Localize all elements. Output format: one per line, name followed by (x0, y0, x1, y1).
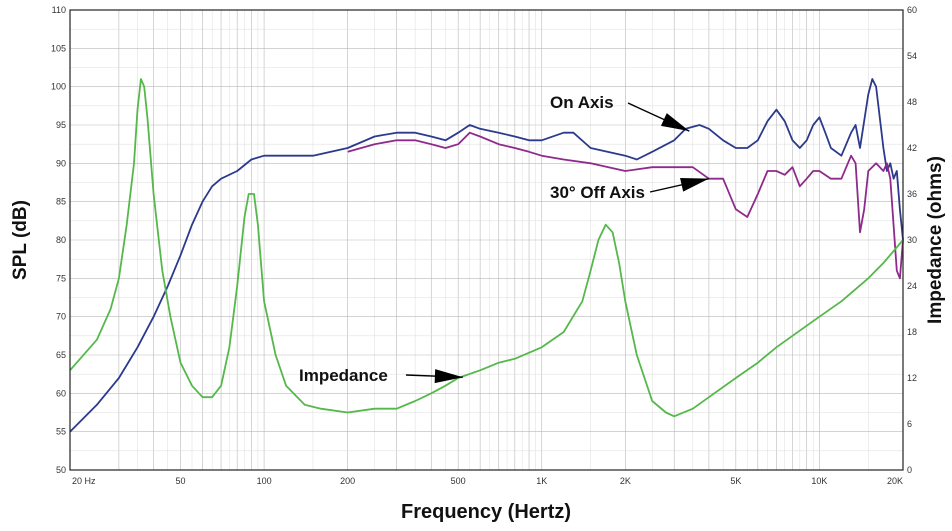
y-tick-label: 65 (56, 350, 66, 360)
y2-tick-label: 30 (907, 235, 917, 245)
y-tick-label: 100 (51, 82, 66, 92)
y2-tick-label: 18 (907, 327, 917, 337)
y2-tick-label: 60 (907, 5, 917, 15)
y2-tick-label: 24 (907, 281, 917, 291)
series-group (69, 78, 904, 433)
x-tick-label: 5K (730, 476, 741, 486)
y2-tick-label: 42 (907, 143, 917, 153)
annotations: On Axis 30° Off Axis Impedance (299, 93, 710, 385)
x-tick-label: 20 Hz (72, 476, 96, 486)
x-tick-label: 10K (811, 476, 827, 486)
y-tick-label: 60 (56, 388, 66, 398)
y-tick-label: 90 (56, 158, 66, 168)
y2-tick-label: 48 (907, 97, 917, 107)
annotation-label: 30° Off Axis (550, 183, 645, 202)
y-tick-label: 75 (56, 273, 66, 283)
y2-tick-label: 12 (907, 373, 917, 383)
x-tick-label: 100 (257, 476, 272, 486)
y-tick-label: 55 (56, 427, 66, 437)
y-tick-label: 80 (56, 235, 66, 245)
annotation-arrow-head (680, 178, 709, 192)
y-tick-label: 50 (56, 465, 66, 475)
x-tick-label: 50 (175, 476, 185, 486)
y2-axis-title: Impedance (ohms) (925, 156, 946, 324)
x-tick-label: 1K (536, 476, 547, 486)
x-tick-label: 2K (620, 476, 631, 486)
y2-tick-label: 54 (907, 51, 917, 61)
annotation-label: On Axis (550, 93, 614, 112)
series-line-30-off-axis (347, 131, 904, 280)
grid (70, 9, 903, 471)
x-axis-title: Frequency (Hertz) (401, 501, 571, 523)
annotation-arrow-head (434, 369, 463, 384)
y-axis-title: SPL (dB) (10, 200, 31, 280)
x-tick-label: 20K (887, 476, 903, 486)
y-tick-label: 105 (51, 43, 66, 53)
tick-labels: 20 Hz 50 100 200 500 1K 2K 5K 10K 20K505560657075… (51, 5, 917, 486)
y2-tick-label: 36 (907, 189, 917, 199)
y-tick-label: 85 (56, 197, 66, 207)
y-tick-label: 95 (56, 120, 66, 130)
x-tick-label: 200 (340, 476, 355, 486)
annotation-label: Impedance (299, 366, 388, 385)
y-tick-label: 70 (56, 312, 66, 322)
y-tick-label: 110 (52, 5, 66, 15)
x-tick-label: 500 (451, 476, 466, 486)
annotation-arrow-head (660, 113, 690, 132)
plot-frame (69, 9, 904, 471)
y2-tick-label: 6 (907, 419, 912, 429)
series-line-on-axis (69, 78, 904, 433)
series-line-impedance (69, 78, 904, 418)
y2-tick-label: 0 (907, 465, 912, 475)
